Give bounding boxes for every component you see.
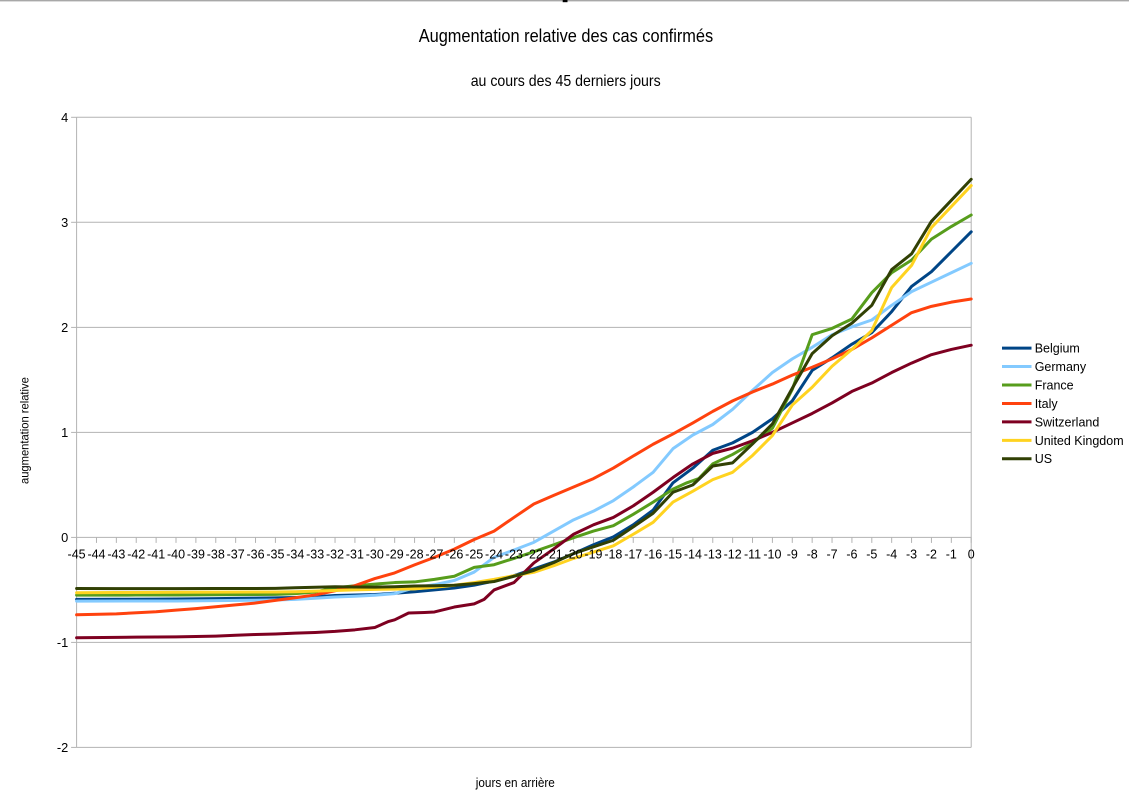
svg-text:Belgium: Belgium: [1035, 342, 1080, 356]
svg-text:-16: -16: [644, 548, 662, 562]
svg-text:-1: -1: [946, 548, 957, 562]
svg-text:-4: -4: [886, 548, 897, 562]
svg-text:-24: -24: [485, 548, 503, 562]
svg-text:0: 0: [61, 530, 68, 545]
svg-text:2: 2: [61, 320, 68, 335]
svg-text:-32: -32: [326, 548, 344, 562]
svg-text:United Kingdom: United Kingdom: [1035, 434, 1124, 448]
svg-text:-9: -9: [787, 548, 798, 562]
svg-text:-5: -5: [866, 548, 877, 562]
svg-text:France: France: [1035, 378, 1074, 392]
svg-text:-35: -35: [266, 548, 284, 562]
svg-text:3: 3: [61, 215, 68, 230]
svg-text:Germany: Germany: [1035, 360, 1087, 374]
svg-text:-30: -30: [366, 548, 384, 562]
svg-text:-31: -31: [346, 548, 364, 562]
svg-text:-21: -21: [545, 548, 563, 562]
svg-text:-1: -1: [57, 635, 68, 650]
svg-text:-7: -7: [826, 548, 837, 562]
svg-text:-44: -44: [87, 548, 105, 562]
svg-text:-45: -45: [68, 548, 86, 562]
svg-text:-39: -39: [187, 548, 205, 562]
svg-text:-28: -28: [406, 548, 424, 562]
svg-text:-13: -13: [704, 548, 722, 562]
svg-text:-11: -11: [744, 548, 761, 562]
svg-text:-14: -14: [684, 548, 702, 562]
svg-text:US: US: [1035, 452, 1052, 466]
svg-text:-20: -20: [565, 548, 583, 562]
svg-text:1: 1: [61, 425, 68, 440]
svg-text:-26: -26: [445, 548, 463, 562]
svg-text:-41: -41: [147, 548, 165, 562]
svg-text:au cours des 45 derniers jours: au cours des 45 derniers jours: [471, 73, 661, 90]
svg-text:-42: -42: [127, 548, 145, 562]
svg-text:-3: -3: [906, 548, 917, 562]
svg-text:-33: -33: [306, 548, 324, 562]
svg-text:jours en arrière: jours en arrière: [475, 775, 555, 790]
svg-text:-2: -2: [57, 740, 68, 755]
svg-text:-29: -29: [386, 548, 404, 562]
svg-text:-19: -19: [584, 548, 602, 562]
svg-text:Italy: Italy: [1035, 397, 1059, 411]
svg-text:-43: -43: [107, 548, 125, 562]
svg-text:-10: -10: [763, 548, 781, 562]
svg-text:-34: -34: [286, 548, 304, 562]
svg-text:Augmentation relative des cas: Augmentation relative des cas confirmés: [419, 26, 714, 46]
svg-text:-17: -17: [624, 548, 642, 562]
svg-text:0: 0: [968, 548, 975, 562]
svg-text:-12: -12: [724, 548, 742, 562]
svg-text:4: 4: [61, 110, 68, 125]
svg-text:-18: -18: [604, 548, 622, 562]
svg-text:-2: -2: [926, 548, 937, 562]
svg-text:-6: -6: [846, 548, 857, 562]
svg-text:-23: -23: [505, 548, 523, 562]
svg-text:-40: -40: [167, 548, 185, 562]
svg-text:-25: -25: [465, 548, 483, 562]
svg-text:-37: -37: [227, 548, 245, 562]
svg-text:-36: -36: [246, 548, 264, 562]
svg-text:-8: -8: [807, 548, 818, 562]
svg-text:-38: -38: [207, 548, 225, 562]
svg-text:Switzerland: Switzerland: [1035, 415, 1100, 429]
svg-text:-27: -27: [425, 548, 443, 562]
svg-text:augmentation relative: augmentation relative: [17, 377, 31, 484]
svg-text:-22: -22: [525, 548, 543, 562]
svg-text:-15: -15: [664, 548, 682, 562]
